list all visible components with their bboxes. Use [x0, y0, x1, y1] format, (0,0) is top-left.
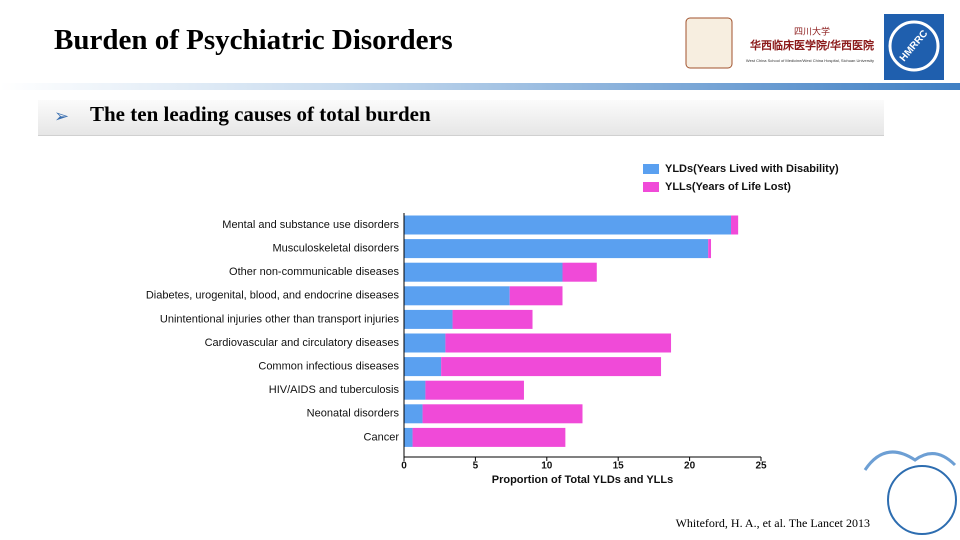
bar-segment [404, 215, 732, 235]
y-tick-label: Musculoskeletal disorders [272, 243, 399, 255]
x-tick-label: 20 [684, 461, 696, 472]
citation: Whiteford, H. A., et al. The Lancet 2013 [675, 516, 870, 530]
y-tick-label: Common infectious diseases [258, 361, 399, 373]
y-tick-label: Diabetes, urogenital, blood, and endocri… [146, 290, 400, 302]
y-tick-label: Other non-communicable diseases [229, 266, 399, 278]
legend-swatch [643, 182, 659, 192]
x-tick-label: 10 [541, 461, 553, 472]
bar-segment [425, 380, 524, 400]
subtitle-box [38, 100, 884, 136]
subtitle: The ten leading causes of total burden [90, 102, 431, 126]
bar-segment [412, 427, 566, 447]
bar-segment [404, 286, 510, 306]
bar-segment [404, 262, 563, 282]
bar-segment [404, 380, 426, 400]
bar-segment [404, 427, 413, 447]
x-axis-label: Proportion of Total YLDs and YLLs [492, 474, 674, 486]
bar-segment [562, 262, 597, 282]
logo-school: 华西临床医学院/华西医院 [750, 38, 874, 52]
y-tick-label: Unintentional injuries other than transp… [160, 313, 400, 325]
y-tick-label: Mental and substance use disorders [222, 219, 399, 231]
bar-segment [441, 357, 662, 377]
y-tick-label: Neonatal disorders [307, 408, 400, 420]
logo-english: West China School of Medicine/West China… [746, 58, 874, 63]
y-tick-label: HIV/AIDS and tuberculosis [269, 384, 400, 396]
x-tick-label: 15 [613, 461, 625, 472]
bar-segment [404, 309, 453, 329]
bar-segment [404, 404, 423, 424]
header-band [0, 83, 960, 90]
bar-segment [452, 309, 533, 329]
badge-ring [888, 20, 940, 72]
legend-swatch [643, 164, 659, 174]
y-tick-label: Cancer [364, 431, 400, 443]
bar-segment [509, 286, 563, 306]
bar-segment [731, 215, 739, 235]
slide-title: Burden of Psychiatric Disorders [54, 24, 453, 56]
x-tick-label: 5 [473, 461, 479, 472]
bar-segment [422, 404, 583, 424]
bar-segment [708, 239, 712, 259]
y-tick-label: Cardiovascular and circulatory diseases [205, 337, 400, 349]
bar-segment [404, 357, 442, 377]
logo-name: 四川大学 [794, 25, 830, 36]
legend-label: YLLs(Years of Life Lost) [665, 181, 791, 193]
logo-emblem [685, 17, 733, 69]
bar-segment [445, 333, 672, 353]
legend-label: YLDs(Years Lived with Disability) [665, 163, 839, 175]
bar-segment [404, 333, 446, 353]
x-tick-label: 25 [755, 461, 767, 472]
corner-leaves [863, 450, 957, 471]
x-tick-label: 0 [401, 461, 407, 472]
corner-seal [887, 465, 957, 535]
bullet-arrow: ➢ [54, 106, 70, 126]
bar-segment [404, 239, 709, 259]
